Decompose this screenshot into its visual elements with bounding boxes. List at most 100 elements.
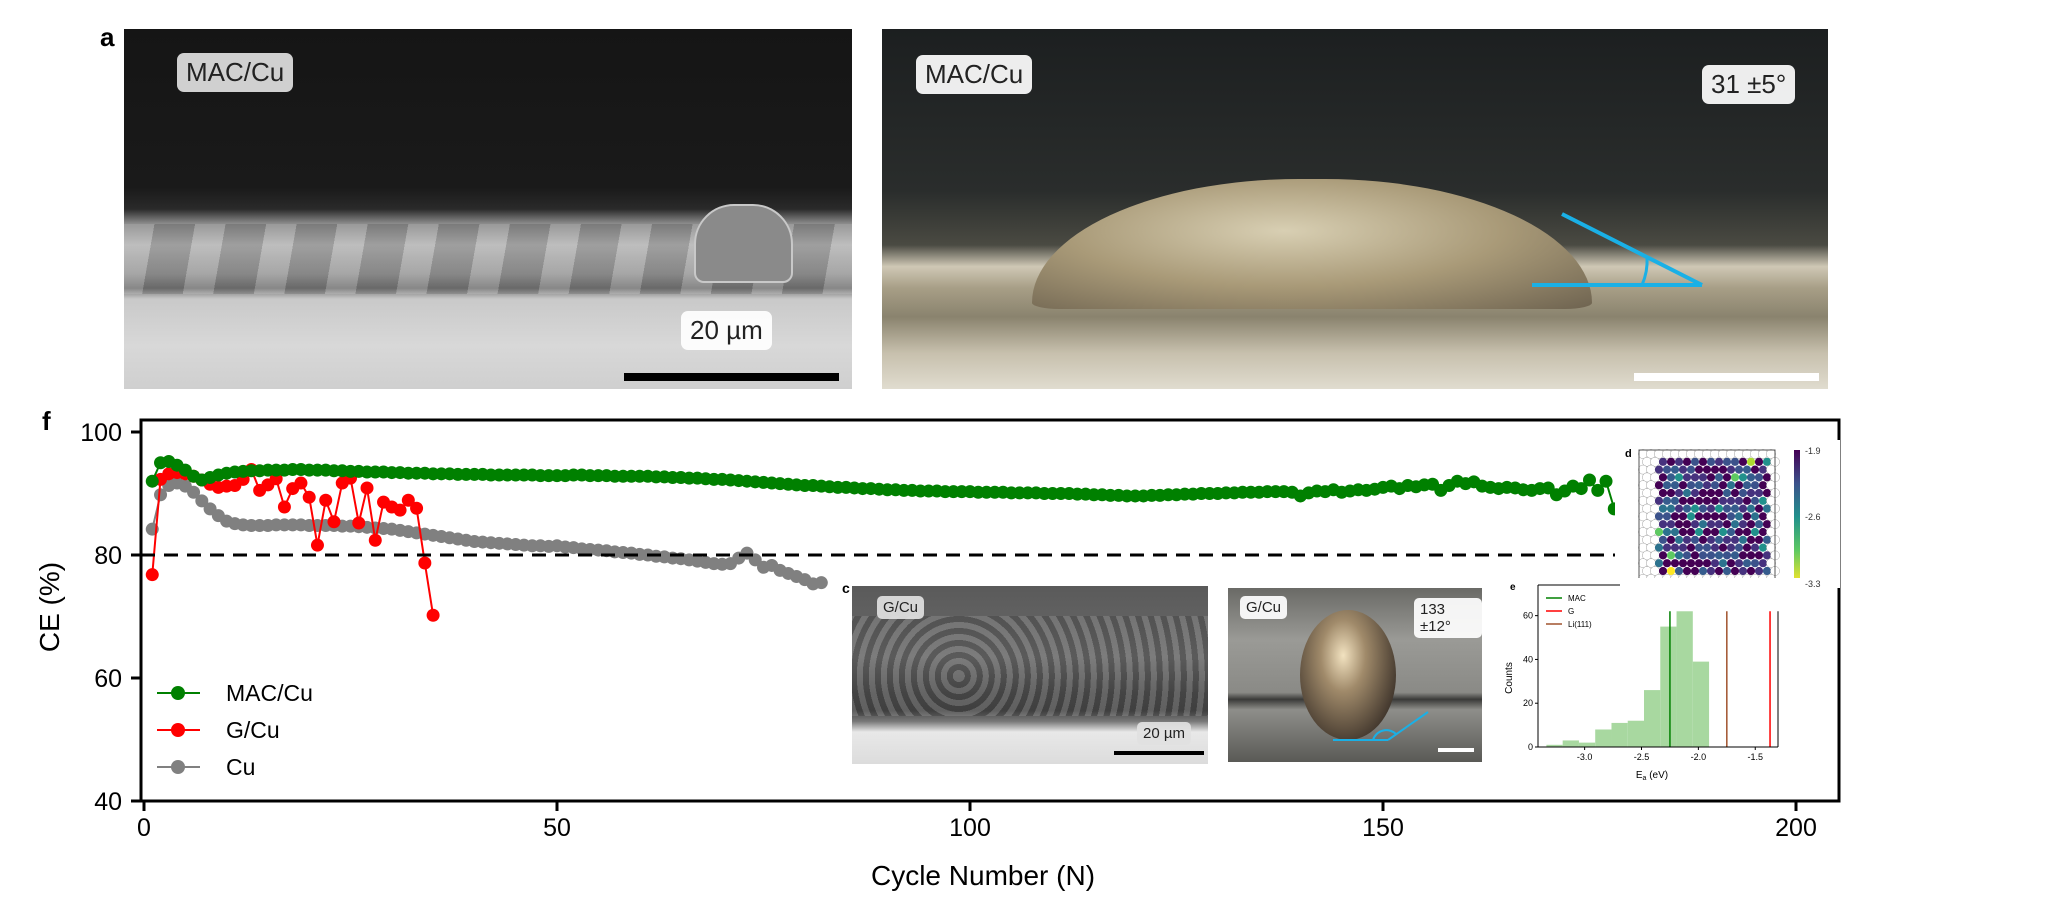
map-cell: [1694, 465, 1704, 474]
data-point: [418, 556, 432, 570]
scale-label: 20 µm: [1137, 722, 1191, 745]
map-cell: [1722, 488, 1732, 498]
map-cell: [1694, 559, 1704, 568]
map-cell: [1738, 520, 1748, 529]
map-cell: [1762, 473, 1772, 482]
map-cell: [1718, 543, 1728, 552]
y-tick-label: 40: [1523, 654, 1533, 664]
map-cell: [1742, 465, 1752, 474]
map-cell: [1666, 520, 1676, 529]
map-cell: [1734, 496, 1744, 505]
map-cell: [1658, 551, 1668, 560]
map-cell: [1758, 465, 1768, 474]
map-cell: [1738, 535, 1748, 544]
map-cell: [1722, 566, 1732, 576]
map-cell: [1702, 543, 1712, 552]
map-cell: [1742, 481, 1752, 490]
map-cell: [1742, 512, 1752, 521]
x-tick-label: 150: [1362, 814, 1404, 842]
map-cell: [1746, 457, 1756, 466]
map-cell: [1686, 481, 1696, 490]
map-cell: [1698, 457, 1708, 466]
map-cell: [1682, 457, 1692, 466]
map-cell: [1750, 496, 1760, 505]
map-cell: [1762, 504, 1772, 513]
map-cell: [1674, 520, 1684, 529]
map-cell: [1738, 504, 1748, 513]
map-cell: [1746, 566, 1756, 576]
map-cell: [1674, 457, 1684, 466]
map-cell: [1686, 559, 1696, 568]
contact-angle-lines: [1532, 212, 1703, 287]
map-cell: [1722, 504, 1732, 513]
map-cell: [1754, 488, 1764, 498]
panel-label-a: a: [100, 22, 115, 52]
histogram-bar: [1676, 611, 1693, 747]
map-cell: [1674, 504, 1684, 513]
x-axis-label: Cycle Number (N): [871, 860, 1095, 891]
map-cell: [1710, 559, 1720, 568]
map-cell: [1678, 559, 1688, 568]
map-cell: [1654, 527, 1664, 537]
map-cell: [1738, 566, 1748, 576]
map-cell: [1706, 488, 1716, 498]
data-point: [426, 608, 440, 622]
map-cell: [1734, 465, 1744, 474]
map-cell: [1722, 520, 1732, 529]
map-cell: [1682, 535, 1692, 544]
contact-angle-label: 31 ±5°: [1702, 65, 1796, 104]
map-cell: [1766, 464, 1776, 475]
data-point: [360, 481, 374, 495]
legend-marker: [171, 686, 185, 700]
x-tick-label: -2.5: [1634, 752, 1650, 762]
y-tick-label: 60: [94, 665, 122, 693]
map-cell: [1730, 566, 1740, 576]
colorbar-tick: -1.9: [1805, 446, 1821, 456]
map-cell: [1674, 566, 1684, 576]
map-cell: [1730, 504, 1740, 513]
map-cell: [1750, 481, 1760, 490]
map-cell: [1690, 520, 1700, 529]
map-cell: [1702, 527, 1712, 537]
map-cell: [1714, 535, 1724, 544]
map-cell: [1714, 566, 1724, 576]
map-cell: [1762, 457, 1772, 466]
x-tick-label: -3.0: [1577, 752, 1593, 762]
histogram-bar: [1692, 661, 1710, 747]
map-cell: [1718, 496, 1728, 505]
plot-frame: [139, 418, 1841, 803]
map-cell: [1730, 488, 1740, 498]
map-cell: [1658, 566, 1668, 576]
map-cell: [1750, 543, 1760, 552]
histogram-bar: [1562, 740, 1579, 747]
data-point: [1591, 483, 1605, 497]
map-cell: [1722, 473, 1732, 482]
contact-angle-photo-g-cu: G/Cu 133 ±12°: [1228, 588, 1482, 762]
map-cell: [1758, 481, 1768, 490]
map-cell: [1682, 473, 1692, 482]
histogram-bar: [1627, 720, 1645, 747]
map-cell: [1654, 465, 1664, 474]
panel-label-d: d: [1625, 448, 1632, 460]
data-point: [302, 490, 316, 504]
data-point: [145, 474, 159, 488]
y-tick-label: 20: [1523, 698, 1533, 708]
map-cell: [1666, 566, 1676, 576]
adsorption-map-inset: d -1.9 -2.6 -3.3: [1615, 440, 1840, 588]
map-cell: [1690, 551, 1700, 560]
map-cell: [1670, 481, 1680, 490]
map-cell: [1730, 520, 1740, 529]
map-cell: [1710, 496, 1720, 505]
map-cell: [1694, 543, 1704, 552]
map-cell: [1754, 551, 1764, 560]
contact-angle-label: 133 ±12°: [1414, 598, 1482, 638]
map-cell: [1694, 496, 1704, 505]
map-cell: [1718, 512, 1728, 521]
map-cell: [1658, 488, 1668, 498]
map-cell: [1686, 543, 1696, 552]
map-cell: [1690, 473, 1700, 482]
map-cell: [1698, 488, 1708, 498]
map-cell: [1674, 488, 1684, 498]
map-cell: [1718, 481, 1728, 490]
map-cell: [1718, 527, 1728, 537]
